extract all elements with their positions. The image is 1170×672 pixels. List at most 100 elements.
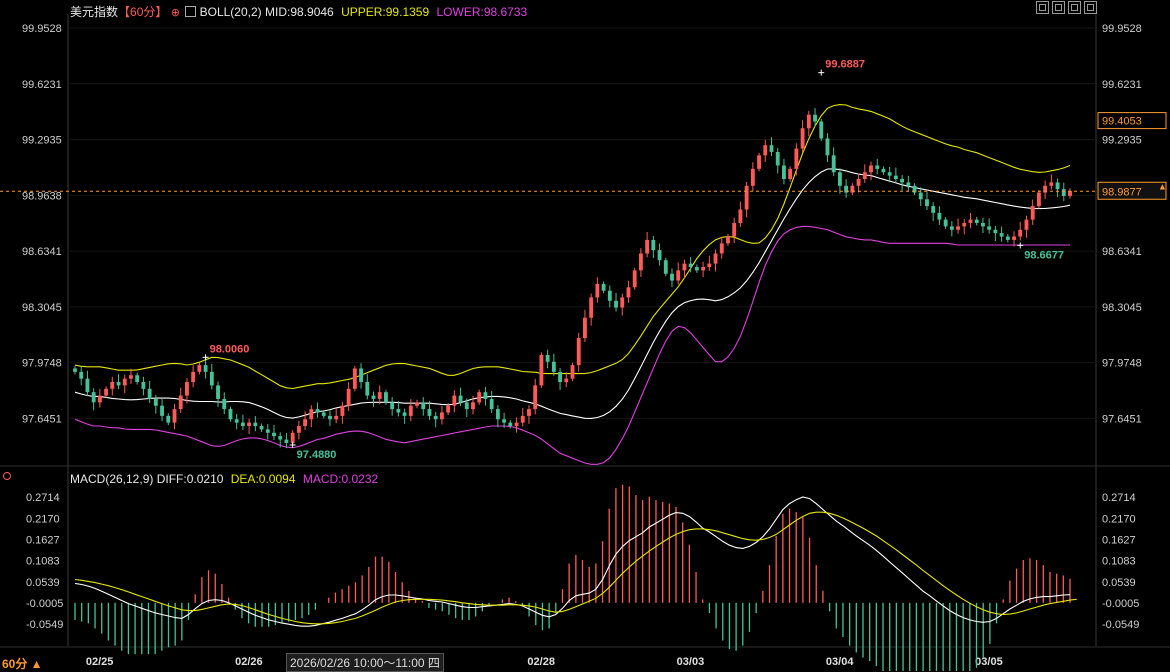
settings-icon[interactable]: ⊕ [170, 7, 180, 19]
candle-body [122, 378, 127, 386]
extreme-label: 98.6677 [1024, 249, 1064, 261]
macd-label[interactable]: MACD(26,12,9) [70, 472, 154, 486]
candle-body [726, 236, 730, 244]
candle-body [844, 185, 849, 193]
fullscreen-icon[interactable] [1084, 1, 1097, 14]
candle-body [79, 371, 84, 379]
candle-body [1061, 189, 1066, 196]
candle-body [1012, 236, 1016, 240]
candle-body [439, 412, 444, 420]
indicator-icon[interactable] [185, 6, 197, 17]
candle-body [365, 382, 370, 396]
candle-body [887, 172, 892, 176]
candle-body [682, 263, 687, 271]
candle-body [570, 365, 575, 379]
candle-body [1018, 229, 1023, 237]
candle-body [663, 260, 668, 274]
candle-body [240, 422, 245, 427]
current-price-arrow: ▲ [1158, 181, 1167, 191]
candle-body [968, 219, 973, 224]
candle-body [1005, 236, 1010, 240]
candle-body [315, 409, 320, 413]
candle-body [906, 182, 911, 186]
zoom-out-icon[interactable] [1068, 1, 1081, 14]
candle-body [819, 121, 824, 139]
candle-body [750, 168, 755, 186]
price-tick-left: 99.6231 [22, 79, 62, 91]
candle-body [620, 297, 625, 308]
candle-body [694, 266, 699, 271]
candle-body [153, 398, 158, 406]
candle-body [918, 192, 923, 200]
candle-body [1043, 185, 1048, 193]
candle-body [626, 287, 631, 298]
boll-mid: MID:98.9046 [265, 5, 334, 19]
candle-body [234, 419, 239, 423]
candle-body [757, 155, 761, 169]
candle-body [999, 233, 1004, 237]
candle-body [402, 412, 407, 416]
candle-body [875, 165, 880, 169]
candle-body [265, 429, 270, 433]
period-badge[interactable]: 【60分】 [118, 5, 168, 19]
candle-body [129, 375, 133, 379]
candle-body [794, 148, 799, 169]
boll-label[interactable]: BOLL(20,2) [199, 5, 262, 19]
time-tick: 02/28 [527, 656, 555, 668]
candle-body [110, 382, 115, 389]
macd-tick-right: 0.1627 [1102, 535, 1136, 547]
candle-body [558, 371, 562, 383]
candle-body [645, 239, 650, 254]
candle-body [837, 172, 842, 186]
macd-diff-line [74, 496, 1071, 627]
macd-tick-right: 0.2170 [1102, 513, 1136, 525]
candle-body [670, 273, 674, 281]
macd-dea: DEA:0.0094 [230, 472, 296, 486]
crosshair-icon[interactable] [1036, 1, 1049, 14]
period-selector[interactable]: 60分 ▲ [2, 657, 43, 671]
candle-body [539, 354, 544, 386]
candle-body [862, 172, 867, 180]
candle-body [769, 145, 774, 152]
candle-body [763, 145, 768, 156]
candle-body [1024, 219, 1029, 230]
time-tick: 03/04 [826, 656, 854, 668]
macd-value: MACD:0.0232 [302, 472, 379, 486]
macd-tick-right: -0.0005 [1102, 598, 1139, 610]
candle-body [813, 114, 817, 122]
candle-body [216, 385, 220, 399]
candle-body [719, 243, 724, 254]
candle-body [191, 371, 196, 383]
price-header: 美元指数【60分】 ⊕ BOLL(20,2) MID:98.9046 UPPER… [70, 3, 527, 20]
candle-body [589, 297, 594, 318]
candle-body [408, 405, 413, 416]
panel-close-icon[interactable] [3, 472, 11, 480]
candle-body [732, 223, 737, 237]
candle-body [595, 283, 600, 298]
candle-body [203, 365, 208, 372]
candle-body [104, 388, 109, 396]
candle-body [800, 128, 805, 149]
current-price-label: 98.9877 [1102, 186, 1142, 198]
candle-body [949, 226, 954, 230]
candle-body [527, 409, 531, 416]
candle-body [508, 422, 513, 427]
zoom-in-icon[interactable] [1052, 1, 1065, 14]
time-tick: 02/25 [86, 656, 114, 668]
candle-body [974, 219, 979, 224]
candle-body [806, 114, 811, 129]
candle-body [290, 432, 295, 443]
boll-lower-line [74, 225, 1070, 465]
candle-body [377, 392, 382, 399]
candle-body [551, 361, 556, 372]
candle-body [788, 168, 793, 180]
macd-tick-right: -0.0549 [1102, 619, 1139, 631]
candle-body [477, 392, 482, 403]
price-tick-left: 98.3045 [22, 302, 62, 314]
current-price-box [1097, 181, 1167, 200]
macd-tick-right: 0.2714 [1102, 492, 1136, 504]
price-tick-right: 97.9748 [1102, 358, 1142, 370]
candle-body [850, 185, 855, 193]
candle-body [303, 419, 308, 427]
